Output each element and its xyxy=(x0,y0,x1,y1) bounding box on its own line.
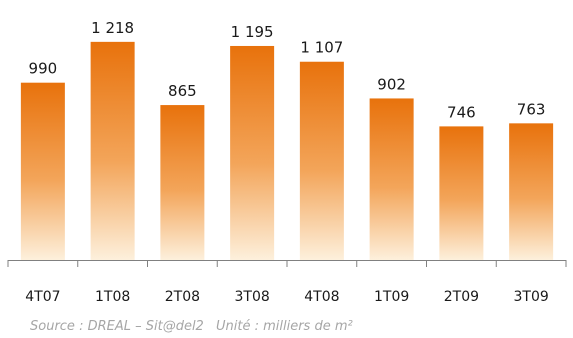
value-label-2T09: 746 xyxy=(447,103,476,121)
bar-3T09 xyxy=(509,123,554,260)
value-label-1T09: 902 xyxy=(377,75,406,93)
value-label-4T07: 990 xyxy=(29,60,58,78)
category-label-1T08: 1T08 xyxy=(95,289,130,305)
category-label-4T08: 4T08 xyxy=(304,289,339,305)
bar-2T09 xyxy=(439,126,484,260)
value-label-3T08: 1 195 xyxy=(231,23,274,41)
bar-4T07 xyxy=(20,82,65,260)
value-labels-layer: 990 1 218 865 1 195 1 107 902 746 763 xyxy=(29,19,546,122)
value-label-4T08: 1 107 xyxy=(300,39,343,57)
bar-4T08 xyxy=(299,61,344,261)
source-text: Source : DREAL – Sit@del2 xyxy=(30,319,204,334)
category-label-2T08: 2T08 xyxy=(165,289,200,305)
category-label-2T09: 2T09 xyxy=(444,289,479,305)
bar-1T08 xyxy=(90,41,135,261)
source-note: Source : DREAL – Sit@del2 Unité : millie… xyxy=(30,319,353,334)
bar-3T08 xyxy=(230,45,275,260)
value-label-3T09: 763 xyxy=(517,100,546,118)
category-label-3T09: 3T09 xyxy=(513,289,548,305)
x-axis-ticks xyxy=(7,260,567,267)
category-label-4T07: 4T07 xyxy=(25,289,60,305)
unit-text: Unité : milliers de m² xyxy=(215,319,353,334)
bar-1T09 xyxy=(369,98,414,261)
value-label-2T08: 865 xyxy=(168,82,197,100)
category-label-1T09: 1T09 xyxy=(374,289,409,305)
x-axis-tick-labels: 4T07 1T08 2T08 3T08 4T08 1T09 2T09 3T09 xyxy=(25,289,549,305)
bars-layer xyxy=(20,41,554,261)
category-label-3T08: 3T08 xyxy=(234,289,269,305)
bar-2T08 xyxy=(160,105,205,261)
value-label-1T08: 1 218 xyxy=(91,19,134,37)
